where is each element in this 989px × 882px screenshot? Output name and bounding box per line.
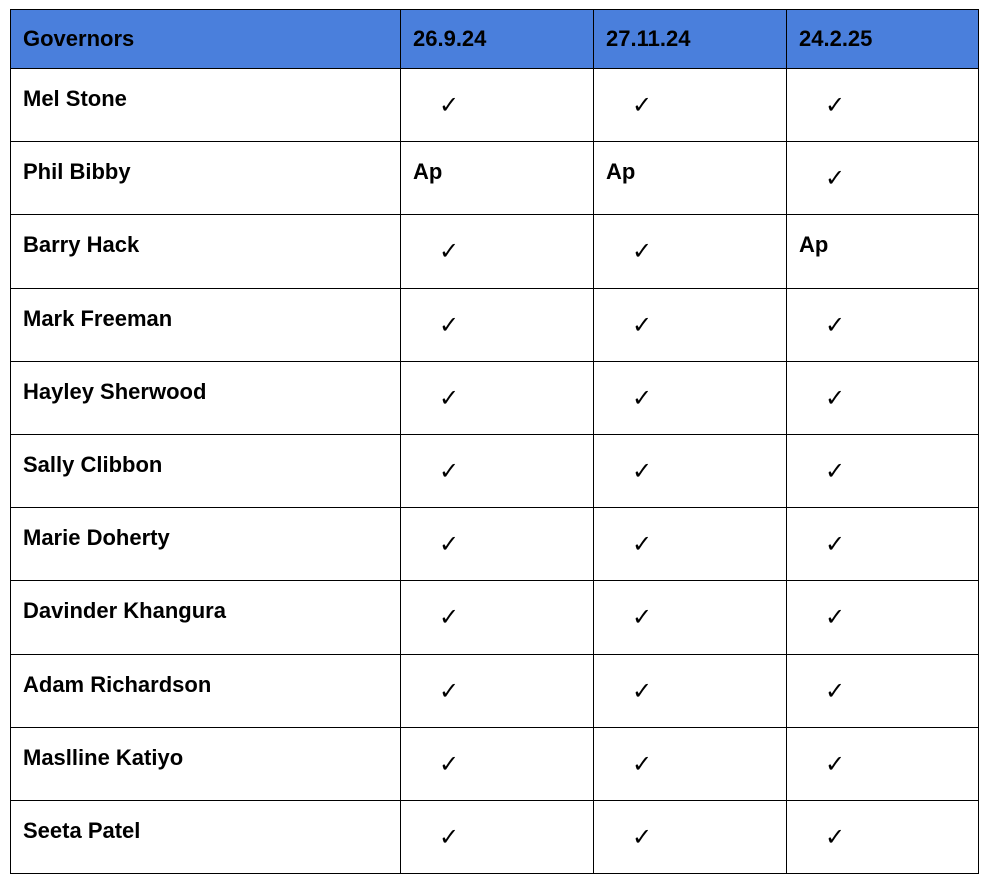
governor-name: Seeta Patel: [10, 799, 401, 875]
header-cell: Governors: [10, 9, 401, 69]
attendance-cell: ✓: [786, 433, 979, 509]
attendance-cell: ✓: [593, 580, 787, 655]
table-row: Marie Doherty ✓ ✓ ✓: [10, 507, 979, 582]
table-body: Mel Stone ✓ ✓ ✓ Phil Bibby Ap Ap ✓ Barry Hack ✓ ✓ A…: [10, 67, 979, 875]
table-row: Davinder Khangura ✓ ✓ ✓: [10, 580, 979, 655]
table-row: Barry Hack ✓ ✓ Ap: [10, 214, 979, 289]
governor-name: Mark Freeman: [10, 287, 401, 362]
table-row: Seeta Patel ✓ ✓ ✓: [10, 799, 979, 875]
attendance-cell: Ap: [593, 141, 787, 216]
attendance-cell: ✓: [400, 507, 594, 582]
attendance-cell: ✓: [400, 580, 594, 655]
attendance-cell: ✓: [786, 141, 979, 216]
attendance-cell: ✓: [786, 287, 979, 362]
attendance-cell: ✓: [786, 799, 979, 875]
governor-name: Phil Bibby: [10, 141, 401, 216]
governor-name: Adam Richardson: [10, 653, 401, 728]
attendance-table: Governors 26.9.24 27.11.24 24.2.25 Mel Ston…: [10, 9, 979, 875]
attendance-cell: ✓: [593, 214, 787, 289]
governor-name: Sally Clibbon: [10, 433, 401, 509]
attendance-cell: ✓: [400, 433, 594, 509]
attendance-cell: ✓: [786, 360, 979, 435]
attendance-cell: ✓: [786, 67, 979, 143]
governor-name: Hayley Sherwood: [10, 360, 401, 435]
attendance-cell: ✓: [786, 726, 979, 801]
attendance-cell: ✓: [400, 653, 594, 728]
attendance-cell: ✓: [400, 214, 594, 289]
attendance-cell: Ap: [786, 214, 979, 289]
attendance-cell: ✓: [400, 287, 594, 362]
governor-name: Barry Hack: [10, 214, 401, 289]
attendance-cell: ✓: [400, 360, 594, 435]
governor-name: Maslline Katiyo: [10, 726, 401, 801]
table-row: Sally Clibbon ✓ ✓ ✓: [10, 433, 979, 509]
attendance-cell: ✓: [593, 287, 787, 362]
attendance-cell: ✓: [786, 653, 979, 728]
table-row: Phil Bibby Ap Ap ✓: [10, 141, 979, 216]
header-cell: 27.11.24: [593, 9, 787, 69]
header-row: Governors 26.9.24 27.11.24 24.2.25: [10, 9, 979, 69]
attendance-cell: ✓: [593, 653, 787, 728]
attendance-cell: ✓: [593, 726, 787, 801]
header-cell: 26.9.24: [400, 9, 594, 69]
attendance-cell: ✓: [400, 799, 594, 875]
attendance-cell: ✓: [400, 726, 594, 801]
attendance-cell: ✓: [593, 360, 787, 435]
attendance-cell: ✓: [786, 507, 979, 582]
header-cell: 24.2.25: [786, 9, 979, 69]
governor-name: Mel Stone: [10, 67, 401, 143]
governor-name: Marie Doherty: [10, 507, 401, 582]
governor-name: Davinder Khangura: [10, 580, 401, 655]
attendance-cell: ✓: [400, 67, 594, 143]
attendance-cell: ✓: [593, 799, 787, 875]
table-row: Maslline Katiyo ✓ ✓ ✓: [10, 726, 979, 801]
table-row: Adam Richardson ✓ ✓ ✓: [10, 653, 979, 728]
attendance-cell: ✓: [593, 67, 787, 143]
table-row: Mark Freeman ✓ ✓ ✓: [10, 287, 979, 362]
attendance-cell: ✓: [786, 580, 979, 655]
attendance-cell: ✓: [593, 507, 787, 582]
attendance-cell: Ap: [400, 141, 594, 216]
table-row: Mel Stone ✓ ✓ ✓: [10, 67, 979, 143]
attendance-cell: ✓: [593, 433, 787, 509]
table-row: Hayley Sherwood ✓ ✓ ✓: [10, 360, 979, 435]
